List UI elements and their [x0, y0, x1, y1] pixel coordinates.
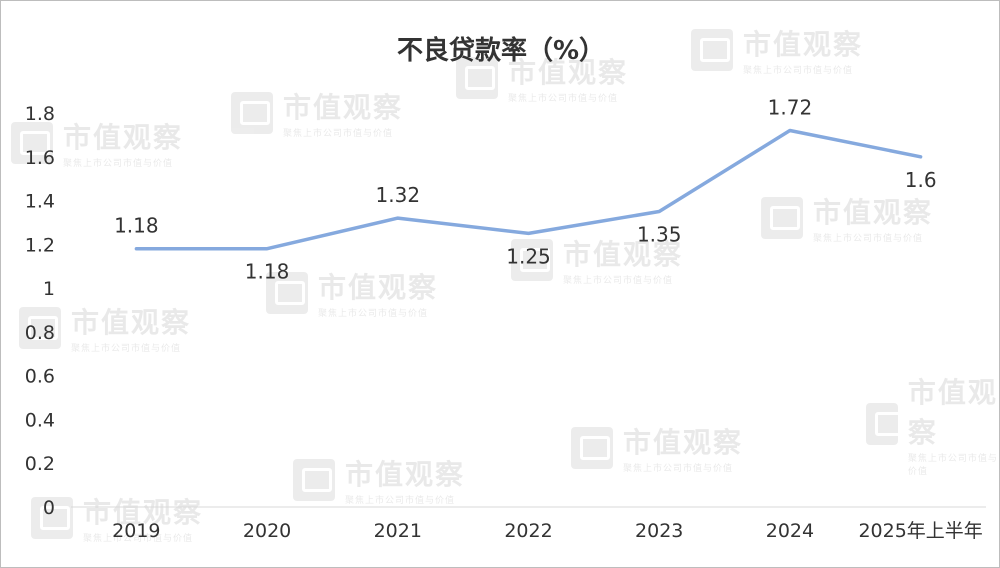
data-label: 1.72 — [768, 96, 813, 120]
data-label: 1.32 — [376, 183, 421, 207]
y-tick-label: 0 — [43, 497, 55, 519]
x-tick-label: 2020 — [243, 520, 291, 542]
data-labels: 1.18 1.18 1.32 1.25 1.35 1.72 1.6 — [114, 96, 936, 284]
y-tick-label: 0.6 — [25, 366, 55, 388]
data-label: 1.6 — [905, 168, 937, 192]
y-tick-label: 0.2 — [25, 453, 55, 475]
x-tick-label: 2021 — [374, 520, 422, 542]
y-tick-label: 1.6 — [25, 147, 55, 169]
y-tick-label: 1.8 — [25, 103, 55, 125]
y-tick-label: 1.4 — [25, 191, 55, 213]
y-axis: 0 0.2 0.4 0.6 0.8 1 1.2 1.4 1.6 1.8 — [25, 103, 55, 519]
y-tick-label: 1.2 — [25, 234, 55, 256]
x-tick-label: 2024 — [766, 520, 814, 542]
series-line — [134, 128, 923, 251]
data-label: 1.18 — [245, 260, 290, 284]
data-label: 1.18 — [114, 214, 159, 238]
y-tick-label: 1 — [43, 278, 55, 300]
data-label: 1.35 — [637, 223, 682, 247]
x-axis: 2019 2020 2021 2022 2023 2024 2025年上半年 — [112, 520, 983, 542]
y-tick-label: 0.8 — [25, 322, 55, 344]
x-tick-label: 2025年上半年 — [858, 520, 982, 542]
data-label: 1.25 — [506, 244, 551, 268]
x-tick-label: 2022 — [504, 520, 552, 542]
x-tick-label: 2023 — [635, 520, 683, 542]
x-tick-label: 2019 — [112, 520, 160, 542]
y-tick-label: 0.4 — [25, 409, 55, 431]
chart-title: 不良贷款率（%） — [397, 35, 605, 66]
